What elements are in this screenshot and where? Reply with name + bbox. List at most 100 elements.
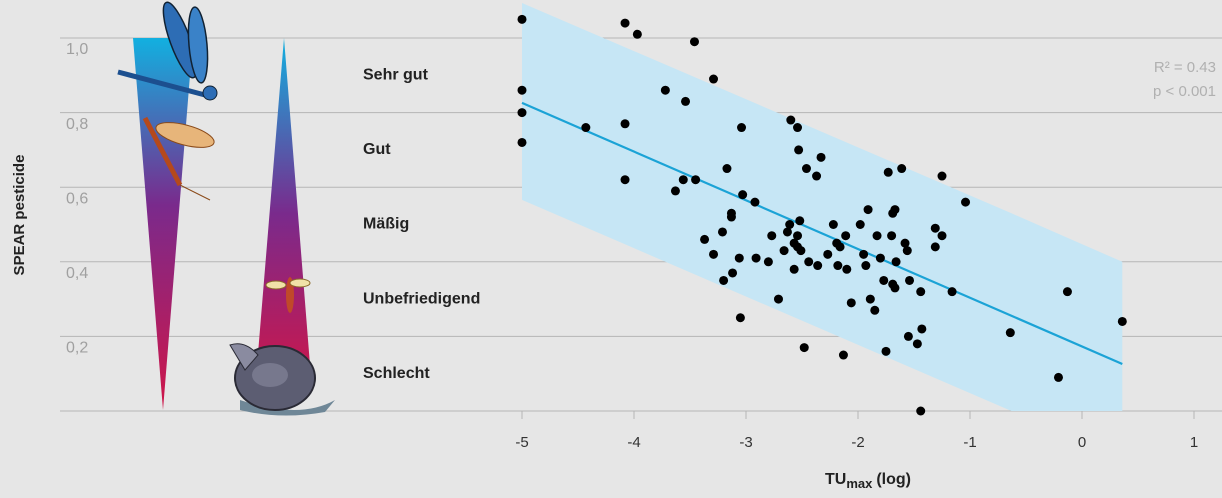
chart: 0,2 0,4 0,6 0,8 1,0 Schlecht Unbefriedigend Mäß… [0, 0, 1222, 498]
point [813, 261, 822, 270]
point [876, 254, 885, 263]
point [905, 276, 914, 285]
x-tick-label: -3 [739, 434, 752, 451]
point [780, 246, 789, 255]
y-tick-label: 1,0 [66, 41, 88, 58]
point [890, 283, 899, 292]
class-label: Gut [363, 141, 391, 158]
point [823, 250, 832, 259]
point [839, 351, 848, 360]
point [817, 153, 826, 162]
point [690, 37, 699, 46]
point [795, 216, 804, 225]
point [581, 123, 590, 132]
point [700, 235, 709, 244]
point [709, 250, 718, 259]
point [661, 86, 670, 95]
point [931, 242, 940, 251]
point [938, 172, 947, 181]
point [897, 164, 906, 173]
point [793, 123, 802, 132]
point [679, 175, 688, 184]
point [681, 97, 690, 106]
point [888, 209, 897, 218]
point [722, 164, 731, 173]
point [794, 145, 803, 154]
y-tick-label: 0,8 [66, 116, 88, 133]
point [738, 190, 747, 199]
point [518, 15, 527, 24]
annotation: p < 0.001 [1153, 83, 1216, 100]
point [621, 19, 630, 28]
point [884, 168, 893, 177]
point [802, 164, 811, 173]
point [735, 254, 744, 263]
point [518, 108, 527, 117]
point [786, 116, 795, 125]
point [621, 175, 630, 184]
point [793, 242, 802, 251]
point [866, 295, 875, 304]
point [870, 306, 879, 315]
point [783, 227, 792, 236]
point [800, 343, 809, 352]
point [864, 205, 873, 214]
y-tick-label: 0,6 [66, 190, 88, 207]
x-axis-label-main: TU [825, 471, 846, 488]
point [709, 75, 718, 84]
class-label: Mäßig [363, 216, 409, 233]
point [727, 213, 736, 222]
point [764, 257, 773, 266]
point [1118, 317, 1127, 326]
point [718, 227, 727, 236]
point [518, 138, 527, 147]
point [931, 224, 940, 233]
x-tick-label: -4 [627, 434, 640, 451]
point [904, 332, 913, 341]
point [916, 407, 925, 416]
point [736, 313, 745, 322]
x-tick-label: 0 [1078, 434, 1086, 451]
annotation: R² = 0.43 [1154, 59, 1216, 76]
point [836, 242, 845, 251]
point [861, 261, 870, 270]
point [774, 295, 783, 304]
point [633, 30, 642, 39]
x-axis-label-rest: (log) [876, 471, 911, 488]
point [873, 231, 882, 240]
point [812, 172, 821, 181]
point [728, 268, 737, 277]
class-label: Schlecht [363, 365, 430, 382]
point [913, 339, 922, 348]
y-tick-label: 0,4 [66, 265, 88, 282]
class-label: Sehr gut [363, 67, 429, 84]
point [856, 220, 865, 229]
point [948, 287, 957, 296]
point [1063, 287, 1072, 296]
x-axis-label-sub: max [846, 476, 873, 491]
point [750, 198, 759, 207]
point [879, 276, 888, 285]
point [1006, 328, 1015, 337]
class-label: Unbefriedigend [363, 290, 480, 307]
point [842, 265, 851, 274]
point [621, 119, 630, 128]
point [671, 186, 680, 195]
point [752, 254, 761, 263]
point [887, 231, 896, 240]
point [767, 231, 776, 240]
point [691, 175, 700, 184]
point [847, 298, 856, 307]
x-tick-label: -1 [963, 434, 976, 451]
point [790, 265, 799, 274]
point [938, 231, 947, 240]
y-axis-label: SPEAR pesticide [11, 155, 28, 276]
point [892, 257, 901, 266]
point [841, 231, 850, 240]
point [804, 257, 813, 266]
y-tick-label: 0,2 [66, 340, 88, 357]
point [1054, 373, 1063, 382]
point [882, 347, 891, 356]
point [833, 261, 842, 270]
point [916, 287, 925, 296]
